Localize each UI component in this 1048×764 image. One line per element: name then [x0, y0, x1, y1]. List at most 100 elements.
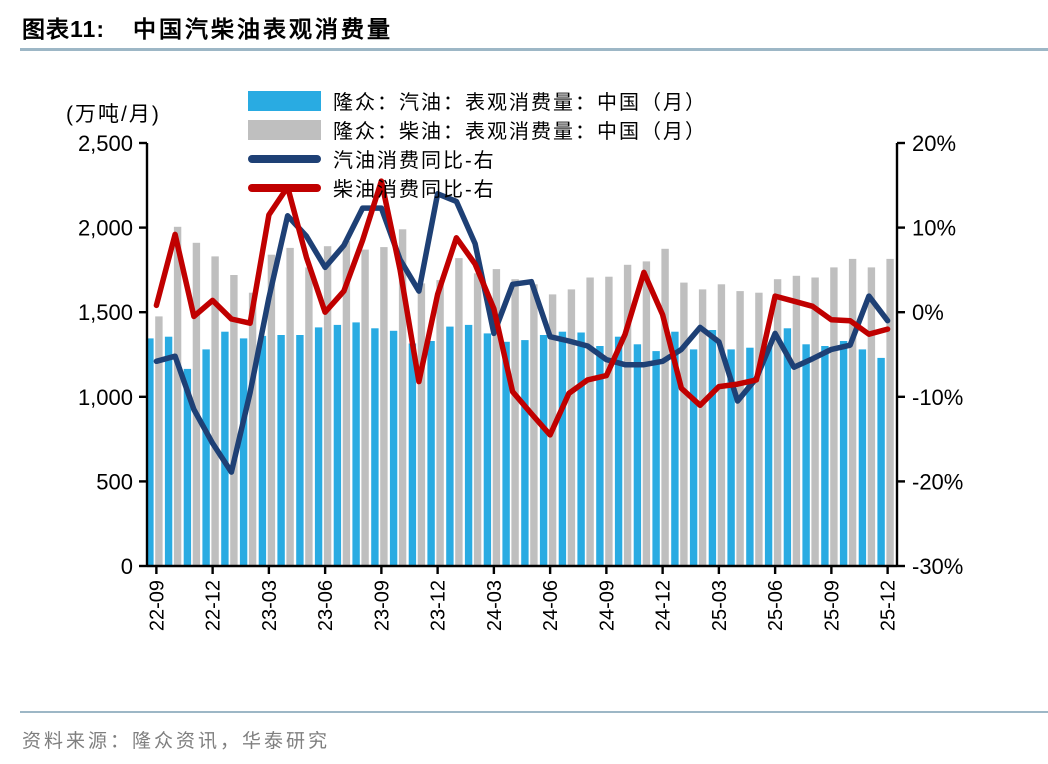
legend-item-diesel-yoy: 柴油消费同比-右 [248, 173, 707, 202]
x-axis-tick-label: 25-06 [765, 580, 787, 631]
diesel-bar [436, 280, 444, 566]
gasoline-bar [858, 349, 867, 566]
x-axis-tick-label: 24-06 [540, 580, 562, 631]
x-axis-tick-label: 24-03 [484, 580, 506, 631]
gasoline-bar [202, 349, 210, 566]
diesel-bar [155, 316, 163, 566]
diesel-bar [886, 258, 894, 566]
diesel-bar [473, 273, 482, 566]
diesel-bar [286, 247, 294, 566]
gasoline-bar [258, 335, 267, 566]
gasoline-bar [502, 341, 510, 566]
legend-item-diesel-bars: 隆众：柴油：表观消费量：中国（月） [248, 115, 707, 144]
left-axis-tick-label: 1,000 [78, 385, 133, 410]
diesel-bar [492, 269, 501, 566]
diesel-bar [736, 291, 744, 566]
gasoline-bar [652, 351, 660, 566]
gasoline-bar [558, 331, 567, 566]
gasoline-bar [596, 346, 604, 566]
diesel-bar [698, 289, 707, 566]
diesel-bar [586, 277, 594, 566]
x-axis-tick-label: 25-12 [878, 580, 900, 631]
diesel-bar [192, 242, 201, 567]
diesel-bar [511, 279, 519, 566]
gasoline-bar [877, 357, 885, 566]
diesel-bar-swatch [248, 119, 321, 140]
gasoline-bar [746, 347, 754, 566]
gasoline-bar [483, 333, 492, 566]
gasoline-bar [389, 330, 398, 566]
left-axis-tick-label: 1,500 [78, 300, 133, 325]
left-axis-tick-label: 2,000 [78, 216, 133, 241]
gasoline-bar [783, 328, 792, 566]
gasoline-bar [464, 324, 473, 566]
diesel-yoy-line [153, 178, 891, 438]
gasoline-bar [146, 338, 154, 566]
right-axis-tick-label: -10% [912, 385, 963, 410]
legend-label: 隆众：柴油：表观消费量：中国（月） [333, 121, 707, 143]
gasoline-bar [821, 346, 829, 566]
gasoline-bar [839, 341, 848, 566]
diesel-bar [211, 256, 219, 566]
gasoline-bar [296, 335, 304, 566]
legend-label: 隆众：汽油：表观消费量：中国（月） [333, 92, 707, 114]
gasoline-bar [221, 331, 229, 566]
diesel-bar [830, 267, 838, 566]
x-axis-tick-label: 25-09 [821, 580, 843, 631]
x-axis-tick-label: 22-12 [203, 580, 225, 631]
diesel-bar [755, 292, 763, 566]
diesel-bar [773, 279, 782, 566]
diesel-line-swatch [248, 183, 321, 192]
x-axis-tick-label: 25-03 [709, 580, 731, 631]
right-axis-tick-label: -20% [912, 469, 963, 494]
title-divider [20, 48, 1048, 51]
gasoline-bar [371, 328, 379, 566]
source-note: 资料来源：隆众资讯，华泰研究 [22, 731, 331, 752]
gasoline-bar-swatch [248, 90, 321, 111]
diesel-bar [661, 248, 669, 567]
gasoline-bar [446, 326, 454, 566]
diesel-bar [305, 267, 313, 566]
diesel-bar [530, 284, 538, 566]
diesel-bar [811, 277, 819, 566]
diesel-bar [455, 258, 463, 566]
diesel-bar [605, 276, 613, 566]
diesel-bar [848, 258, 857, 566]
page-title: 图表11: 中国汽柴油表观消费量 [22, 10, 393, 44]
diesel-bar [173, 226, 182, 567]
x-axis-tick-label: 24-09 [596, 580, 618, 631]
gasoline-bar [633, 344, 642, 566]
diesel-bar [361, 249, 369, 566]
diesel-bar [867, 267, 876, 566]
diesel-bar [792, 275, 801, 566]
right-axis-tick-label: -30% [912, 554, 963, 579]
x-axis-tick-label: 22-09 [146, 580, 168, 631]
gasoline-bar [427, 341, 435, 566]
diesel-bar [623, 264, 632, 566]
diesel-bar [323, 246, 332, 566]
gasoline-bar [577, 332, 585, 566]
gasoline-bar [408, 343, 417, 566]
legend-label: 汽油消费同比-右 [333, 150, 496, 172]
diesel-bar [680, 282, 688, 566]
gasoline-bar [352, 322, 360, 566]
diesel-bar [248, 292, 257, 566]
gasoline-bar [333, 324, 342, 566]
diesel-bar [342, 241, 351, 566]
gasoline-bar [314, 327, 323, 566]
left-axis-tick-label: 500 [96, 469, 133, 494]
gasoline-bar [183, 368, 192, 566]
diesel-bar [417, 283, 426, 566]
gasoline-bar [277, 335, 285, 566]
legend-label: 柴油消费同比-右 [333, 179, 496, 201]
x-axis-tick-label: 23-06 [315, 580, 337, 631]
left-axis-tick-label: 0 [121, 554, 133, 579]
gasoline-bar [708, 330, 717, 566]
diesel-bar [567, 289, 576, 566]
diesel-bar [267, 254, 276, 566]
legend-item-gasoline-bars: 隆众：汽油：表观消费量：中国（月） [248, 86, 707, 115]
figure-label: 图表11: [22, 16, 105, 42]
x-axis-tick-label: 24-12 [653, 580, 675, 631]
x-axis-tick-label: 23-12 [428, 580, 450, 631]
